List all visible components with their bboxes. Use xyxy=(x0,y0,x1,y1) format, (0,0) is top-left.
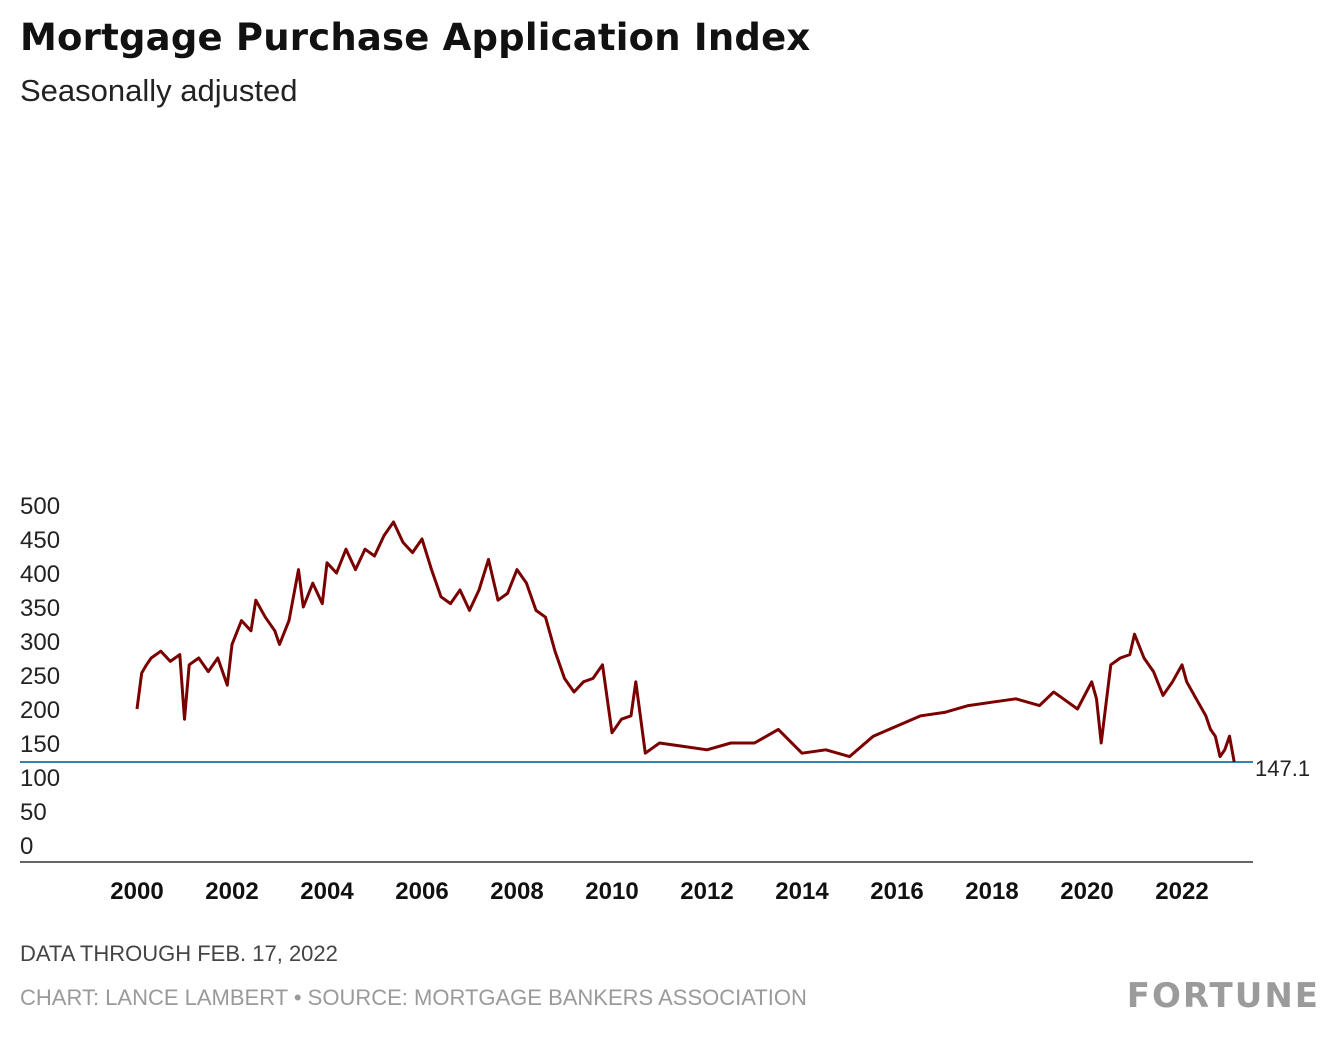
y-tick-label: 350 xyxy=(20,595,60,622)
x-tick-label: 2002 xyxy=(205,878,258,905)
y-tick-label: 0 xyxy=(20,833,33,860)
y-axis: 0 50 100 150 200 250 300 350 400 450 500 xyxy=(20,493,60,860)
chart-subtitle: Seasonally adjusted xyxy=(20,73,298,108)
y-tick-label: 100 xyxy=(20,765,60,792)
y-tick-label: 400 xyxy=(20,561,60,588)
x-tick-label: 2012 xyxy=(680,878,733,905)
y-tick-label: 300 xyxy=(20,629,60,656)
x-tick-label: 2010 xyxy=(585,878,638,905)
x-tick-label: 2022 xyxy=(1155,878,1208,905)
fortune-logo: FORTUNE xyxy=(1126,976,1320,1016)
series-line xyxy=(135,520,1236,763)
chart-title: Mortgage Purchase Application Index xyxy=(20,16,811,59)
x-tick-label: 2008 xyxy=(490,878,543,905)
y-tick-label: 50 xyxy=(20,799,47,826)
x-tick-label: 2004 xyxy=(300,878,354,905)
x-axis: 2000 2002 2004 2006 2008 2010 2012 2014 2016 2018… xyxy=(110,878,1208,905)
reference-line-label: 147.1 xyxy=(1255,756,1310,781)
source-credit: CHART: LANCE LAMBERT • SOURCE: MORTGAGE … xyxy=(20,985,807,1010)
x-tick-label: 2000 xyxy=(110,878,163,905)
y-tick-label: 200 xyxy=(20,697,60,724)
x-tick-label: 2014 xyxy=(775,878,829,905)
x-tick-label: 2016 xyxy=(870,878,923,905)
x-tick-label: 2006 xyxy=(395,878,448,905)
x-tick-label: 2018 xyxy=(965,878,1018,905)
y-tick-label: 250 xyxy=(20,663,60,690)
data-note: DATA THROUGH FEB. 17, 2022 xyxy=(20,941,338,966)
y-tick-label: 150 xyxy=(20,731,60,758)
x-tick-label: 2020 xyxy=(1060,878,1113,905)
y-tick-label: 450 xyxy=(20,527,60,554)
y-tick-label: 500 xyxy=(20,493,60,520)
